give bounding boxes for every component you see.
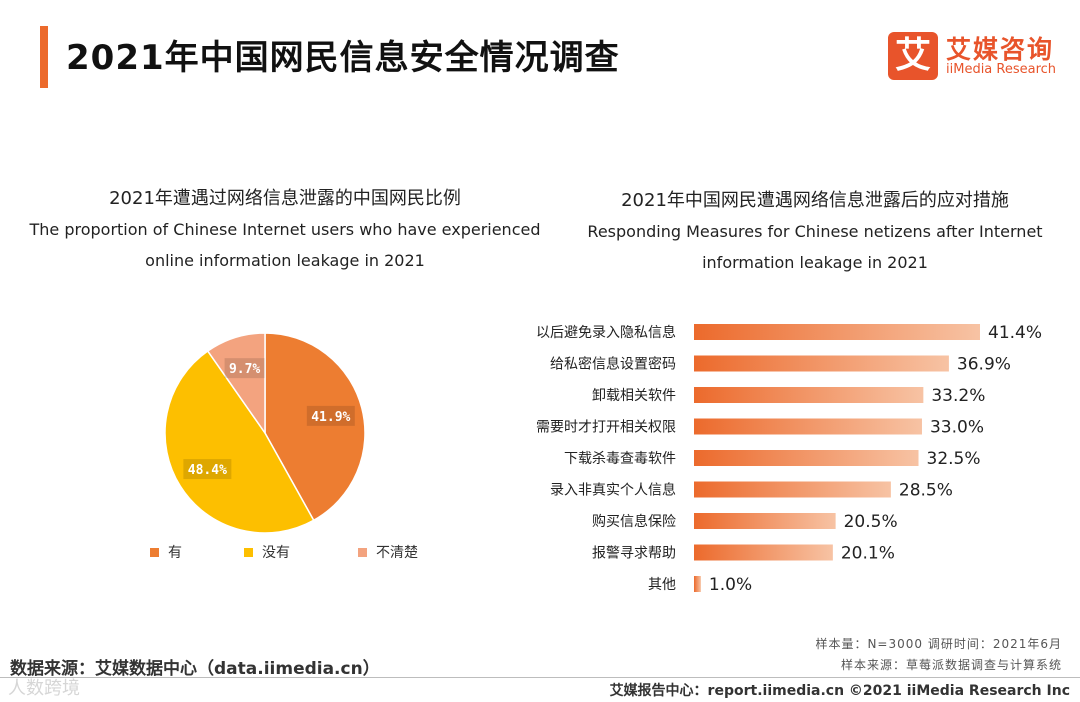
bar-chart: 以后避免录入隐私信息 41.4% 给私密信息设置密码 36.9% 卸载相关软件 33.2%… [536,323,1042,595]
footer-divider [0,677,1080,678]
sample-size-note: 样本量：N=3000 调研时间：2021年6月 [815,637,1062,651]
pie-slice-no [164,349,315,534]
bar-category-label: 购买信息保险 [592,513,676,530]
pie-label-no: 48.4% [188,463,227,478]
bar-rect [694,481,891,498]
bar-category-label: 需要时才打开相关权限 [536,419,676,436]
pie-chart-title-cn: 2021年遭遇过网络信息泄露的中国网民比例 [109,188,461,209]
pie-slice-yes [264,332,366,522]
bar-chart-title: 2021年中国网民遭遇网络信息泄露后的应对措施 Responding Measu… [555,185,1075,278]
bar-value-label: 33.2% [931,386,985,406]
watermark: 人数跨境 [8,678,80,699]
page-title: 2021年中国网民信息安全情况调查 [66,38,620,78]
bar-rect [694,450,919,466]
bar-category-label: 录入非真实个人信息 [550,482,676,499]
logo-mark-icon: 艾 [888,32,938,80]
legend-label-no: 没有 [262,545,290,561]
logo-chinese-text: 艾媒咨询 [946,35,1055,64]
title-accent-bar [40,26,48,88]
bar-category-label: 以后避免录入隐私信息 [536,324,676,341]
bar-value-label: 1.0% [709,575,752,595]
iimedia-logo: 艾 艾媒咨询 iiMedia Research [888,28,1068,84]
pie-label-yes: 41.9% [311,410,350,425]
legend-item-yes: 有 [150,542,182,562]
bar-rect [694,513,836,529]
bar-value-label: 33.0% [930,418,984,438]
pie-label-bg-unclear [224,358,265,379]
bar-value-label: 28.5% [899,481,953,501]
legend-item-no: 没有 [244,542,290,562]
legend-label-unclear: 不清楚 [376,545,418,561]
bar-rect [694,544,833,561]
logo-english-text: iiMedia Research [946,62,1057,77]
pie-slice-unclear [206,332,266,436]
footer-copyright: 艾媒报告中心：report.iimedia.cn ©2021 iiMedia R… [609,683,1070,699]
bar-value-label: 20.1% [841,544,895,564]
bar-category-label: 给私密信息设置密码 [550,356,676,373]
bar-rect [694,324,980,340]
bar-rect [694,418,922,435]
data-source: 数据来源：艾媒数据中心（data.iimedia.cn） [10,659,380,679]
sample-source-note: 样本来源：草莓派数据调查与计算系统 [840,658,1062,672]
pie-chart-subtitle-en: The proportion of Chinese Internet users… [29,220,541,270]
pie-label-bg-yes [306,405,355,426]
bar-rect [694,576,701,592]
legend-item-unclear: 不清楚 [358,542,418,562]
bar-category-label: 下载杀毒查毒软件 [564,451,676,467]
legend-label-yes: 有 [168,545,182,561]
legend-swatch-yes [150,547,159,557]
bar-category-label: 其他 [648,577,676,593]
bar-chart-subtitle-en: Responding Measures for Chinese netizens… [587,222,1043,272]
pie-chart: 41.9% 48.4% 9.7% [164,332,366,534]
bar-rect [694,355,949,372]
bar-category-label: 报警寻求帮助 [592,546,676,562]
pie-label-unclear: 9.7% [229,362,260,377]
bar-value-label: 41.4% [988,323,1042,343]
legend-swatch-no [244,547,253,557]
bar-category-label: 卸载相关软件 [592,388,676,404]
bar-value-label: 36.9% [957,355,1011,375]
bar-rect [694,387,924,403]
bar-value-label: 20.5% [844,512,898,532]
pie-chart-title: 2021年遭遇过网络信息泄露的中国网民比例 The proportion of … [0,183,570,276]
bar-value-label: 32.5% [927,449,981,469]
pie-label-bg-no [183,459,232,480]
bar-chart-title-cn: 2021年中国网民遭遇网络信息泄露后的应对措施 [621,190,1009,211]
legend-swatch-unclear [358,547,367,557]
